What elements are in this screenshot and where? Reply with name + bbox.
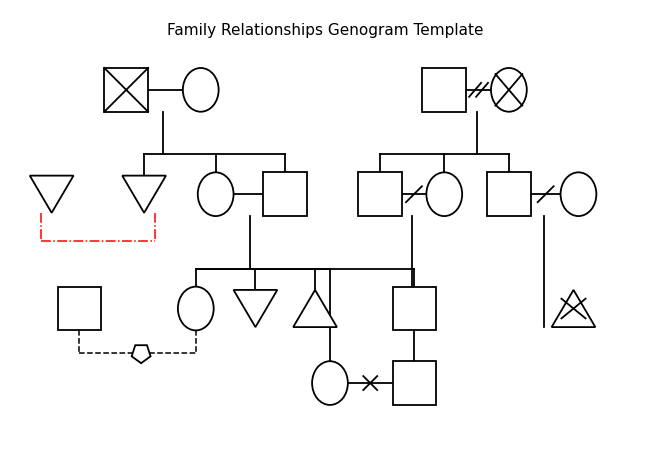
Polygon shape bbox=[132, 346, 151, 364]
Ellipse shape bbox=[183, 69, 218, 112]
Bar bbox=[105, 69, 148, 112]
Polygon shape bbox=[30, 176, 73, 213]
Bar bbox=[358, 173, 402, 217]
Polygon shape bbox=[552, 290, 595, 327]
Bar bbox=[422, 69, 466, 112]
Bar bbox=[58, 287, 101, 330]
Text: Family Relationships Genogram Template: Family Relationships Genogram Template bbox=[167, 23, 483, 38]
Bar bbox=[487, 173, 531, 217]
Polygon shape bbox=[233, 290, 278, 327]
Ellipse shape bbox=[198, 173, 233, 217]
Bar bbox=[393, 287, 436, 330]
Ellipse shape bbox=[178, 287, 214, 330]
Ellipse shape bbox=[312, 361, 348, 405]
Polygon shape bbox=[293, 290, 337, 327]
Bar bbox=[263, 173, 307, 217]
Ellipse shape bbox=[491, 69, 526, 112]
Polygon shape bbox=[122, 176, 166, 213]
Ellipse shape bbox=[560, 173, 596, 217]
Ellipse shape bbox=[426, 173, 462, 217]
Bar bbox=[393, 361, 436, 405]
